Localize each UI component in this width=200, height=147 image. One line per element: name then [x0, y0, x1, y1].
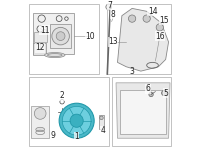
Bar — [50, 24, 71, 48]
Circle shape — [34, 108, 46, 119]
Text: 16: 16 — [155, 32, 165, 41]
Bar — [33, 13, 74, 54]
Bar — [31, 106, 49, 138]
Text: 4: 4 — [100, 126, 105, 135]
Text: 14: 14 — [148, 7, 157, 16]
Bar — [112, 77, 171, 146]
Circle shape — [128, 15, 136, 22]
Text: 6: 6 — [146, 84, 151, 93]
Circle shape — [162, 90, 167, 96]
Circle shape — [59, 103, 94, 138]
Text: 8: 8 — [111, 10, 116, 19]
Ellipse shape — [45, 52, 65, 58]
Text: 2: 2 — [60, 91, 64, 100]
Bar — [107, 4, 171, 74]
Bar — [99, 115, 104, 130]
Text: 5: 5 — [163, 88, 168, 97]
Text: 1: 1 — [74, 132, 79, 141]
Bar — [120, 90, 166, 134]
Polygon shape — [118, 8, 169, 71]
Circle shape — [70, 114, 83, 127]
Bar — [33, 43, 46, 55]
Circle shape — [56, 32, 65, 40]
Text: 15: 15 — [159, 16, 169, 25]
Text: 9: 9 — [51, 131, 56, 140]
Text: 11: 11 — [40, 26, 49, 35]
Circle shape — [143, 15, 150, 22]
Text: 10: 10 — [85, 32, 95, 41]
Text: 7: 7 — [108, 1, 113, 10]
Circle shape — [106, 4, 112, 10]
Bar — [29, 4, 99, 74]
Circle shape — [52, 27, 69, 45]
Polygon shape — [116, 83, 170, 138]
Ellipse shape — [36, 127, 45, 132]
Bar — [29, 77, 109, 146]
Text: 3: 3 — [130, 66, 135, 76]
Circle shape — [100, 116, 103, 120]
Text: 13: 13 — [108, 37, 118, 46]
Circle shape — [149, 92, 153, 97]
Circle shape — [156, 24, 163, 31]
Circle shape — [62, 106, 91, 135]
Text: 12: 12 — [35, 43, 45, 52]
Bar — [34, 32, 47, 42]
